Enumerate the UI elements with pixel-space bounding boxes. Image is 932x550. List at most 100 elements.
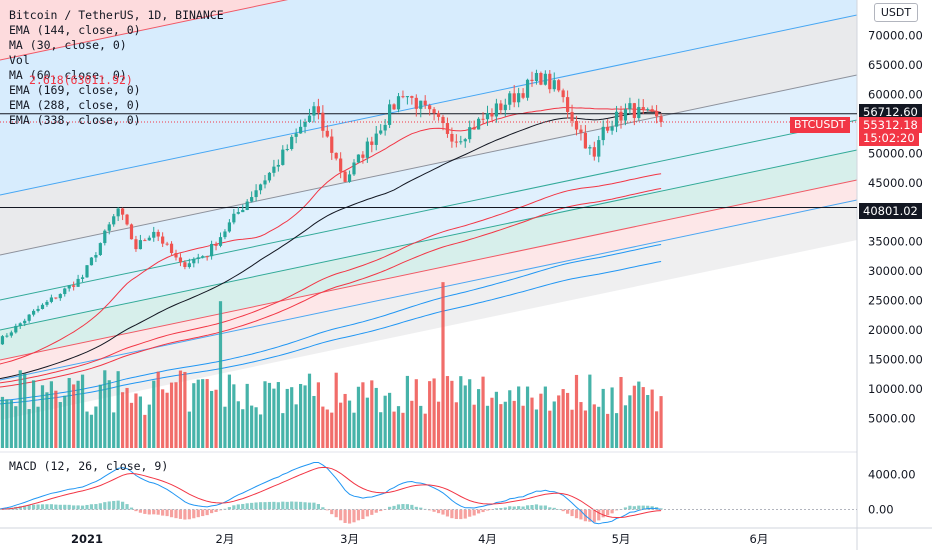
volume-bar <box>218 301 223 448</box>
macd-histogram-bar <box>143 509 147 514</box>
candle-body <box>250 197 254 202</box>
candle-body <box>641 107 645 110</box>
macd-histogram-bar <box>165 509 169 517</box>
volume-bar <box>561 389 565 448</box>
macd-histogram-bar <box>312 502 316 510</box>
candle-body <box>445 123 450 134</box>
volume-bar <box>410 400 414 448</box>
volume-bar <box>192 383 196 448</box>
candle-body <box>628 103 632 110</box>
macd-histogram-bar <box>379 509 383 512</box>
macd-histogram-bar <box>374 509 378 513</box>
macd-histogram-bar <box>138 509 142 513</box>
macd-histogram-bar <box>205 509 209 516</box>
macd-histogram-bar <box>147 509 151 515</box>
macd-histogram-bar <box>241 503 245 510</box>
macd-histogram-bar <box>67 504 71 510</box>
macd-histogram-bar <box>610 509 614 514</box>
candle-body <box>196 257 200 259</box>
macd-histogram-bar <box>432 509 436 512</box>
macd-histogram-bar <box>370 509 374 515</box>
fib-level-label: 2.618(63011.92) <box>29 73 133 87</box>
candle-body <box>606 126 610 131</box>
volume-bar <box>299 383 303 448</box>
candle-body <box>94 255 98 258</box>
macd-histogram-bar <box>343 509 347 523</box>
candle-body <box>347 174 352 182</box>
candle-body <box>121 208 125 215</box>
macd-histogram-bar <box>32 504 36 510</box>
channel-band-lower-blue <box>0 75 857 330</box>
volume-bar <box>352 412 356 448</box>
volume-bar <box>641 387 645 448</box>
macd-histogram-bar <box>112 500 116 510</box>
price-tick-label: 25000.00 <box>868 294 923 308</box>
macd-histogram-bar <box>103 502 107 510</box>
volume-bar <box>214 389 218 448</box>
volume-bar <box>72 384 76 448</box>
volume-bar <box>646 395 650 448</box>
candle-body <box>414 97 418 109</box>
volume-bar <box>210 390 214 448</box>
candle-body <box>432 109 436 114</box>
candle-body <box>463 139 467 142</box>
volume-bar <box>463 385 467 448</box>
macd-histogram-bar <box>405 504 409 510</box>
volume-bar <box>103 370 107 448</box>
candle-body <box>356 154 361 163</box>
macd-histogram-bar <box>445 509 450 517</box>
candle-body <box>312 106 316 116</box>
candle-body <box>343 171 347 182</box>
macd-histogram-bar <box>485 509 490 511</box>
macd-histogram-bar <box>641 505 645 510</box>
currency-button[interactable]: USDT <box>874 3 918 22</box>
macd-histogram-bar <box>134 509 138 512</box>
candle-body <box>339 158 343 172</box>
countdown-tag: 15:02:20 <box>859 130 919 146</box>
macd-histogram-bar <box>503 507 507 510</box>
volume-bar <box>655 411 659 448</box>
candle-body <box>441 116 445 124</box>
volume-bar <box>485 405 490 448</box>
macd-histogram-bar <box>481 509 485 513</box>
macd-legend: MACD (12, 26, close, 9) <box>9 459 169 473</box>
candle-body <box>107 224 111 231</box>
volume-bar <box>477 389 481 448</box>
candle-body <box>254 190 258 198</box>
volume-bar <box>356 386 361 448</box>
macd-histogram-bar <box>512 506 516 510</box>
volume-bar <box>49 381 53 448</box>
candle-body <box>58 294 62 299</box>
candle-body <box>588 147 592 149</box>
candle-body <box>468 127 472 140</box>
volume-bar <box>147 404 151 448</box>
volume-bar <box>583 410 587 448</box>
volume-bar <box>156 371 160 448</box>
volume-bar <box>472 404 476 448</box>
candle-body <box>307 115 312 122</box>
volume-bar <box>0 396 5 448</box>
candle-body <box>579 129 583 133</box>
volume-bar <box>334 372 338 448</box>
macd-histogram-bar <box>539 505 543 510</box>
macd-histogram-bar <box>534 504 539 510</box>
macd-histogram-bar <box>107 501 111 510</box>
volume-bar <box>401 412 405 448</box>
candle-body <box>334 152 338 159</box>
candle-body <box>272 166 276 173</box>
macd-histogram-bar <box>361 509 365 520</box>
volume-bar <box>94 406 98 448</box>
macd-histogram-bar <box>290 501 294 510</box>
candle-body <box>623 109 628 121</box>
candle-body <box>530 79 534 81</box>
macd-histogram-bar <box>388 506 392 510</box>
candle-body <box>63 288 67 295</box>
macd-histogram-bar <box>628 505 632 510</box>
macd-histogram-bar <box>316 504 320 510</box>
time-tick-label: 2021 <box>71 532 103 546</box>
volume-bar <box>468 379 472 448</box>
candle-body <box>379 130 383 134</box>
volume-bar <box>281 413 285 448</box>
candle-body <box>27 314 31 321</box>
